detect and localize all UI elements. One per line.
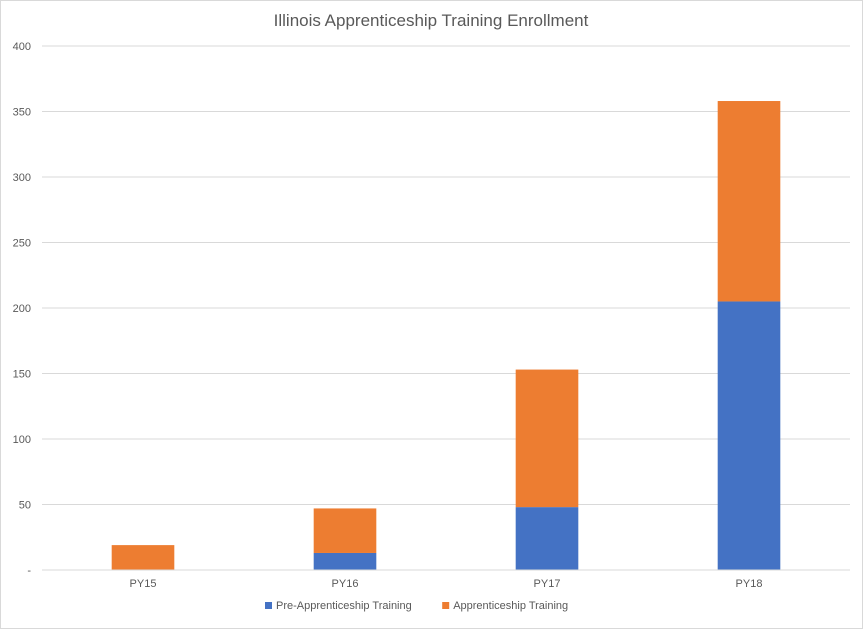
- y-tick-label: 50: [19, 500, 31, 512]
- legend: Pre-Apprenticeship Training Apprenticeshi…: [265, 600, 568, 612]
- bar-segment: [313, 552, 377, 570]
- y-tick-label: 250: [13, 238, 31, 250]
- legend-label: Pre-Apprenticeship Training: [276, 600, 412, 612]
- x-tick-label: PY17: [534, 578, 561, 590]
- bar-segment: [313, 508, 377, 553]
- bar-segment: [717, 301, 781, 570]
- y-tick-label: -: [27, 565, 31, 577]
- x-tick-label: PY18: [736, 578, 763, 590]
- y-tick-label: 300: [13, 172, 31, 184]
- legend-swatch: [265, 602, 272, 609]
- chart-title: Illinois Apprenticeship Training Enrollm…: [274, 11, 589, 30]
- bar-segment: [515, 369, 579, 508]
- bar-segment: [717, 101, 781, 302]
- y-axis-ticks: - 50 100 150 200 250 300 350 400: [13, 41, 32, 577]
- y-tick-label: 400: [13, 41, 31, 53]
- bar-segment: [515, 507, 579, 570]
- x-axis-ticks: PY15 PY16 PY17 PY18: [130, 578, 763, 590]
- y-tick-label: 200: [13, 303, 31, 315]
- x-tick-label: PY15: [130, 578, 157, 590]
- y-tick-label: 150: [13, 369, 31, 381]
- legend-swatch: [442, 602, 450, 609]
- gridlines: [42, 45, 850, 505]
- y-tick-label: 350: [13, 107, 31, 119]
- x-tick-label: PY16: [332, 578, 359, 590]
- y-tick-label: 100: [13, 434, 31, 446]
- bar-segment: [111, 545, 175, 570]
- bars: [111, 101, 781, 570]
- legend-label: Apprenticeship Training: [453, 600, 568, 612]
